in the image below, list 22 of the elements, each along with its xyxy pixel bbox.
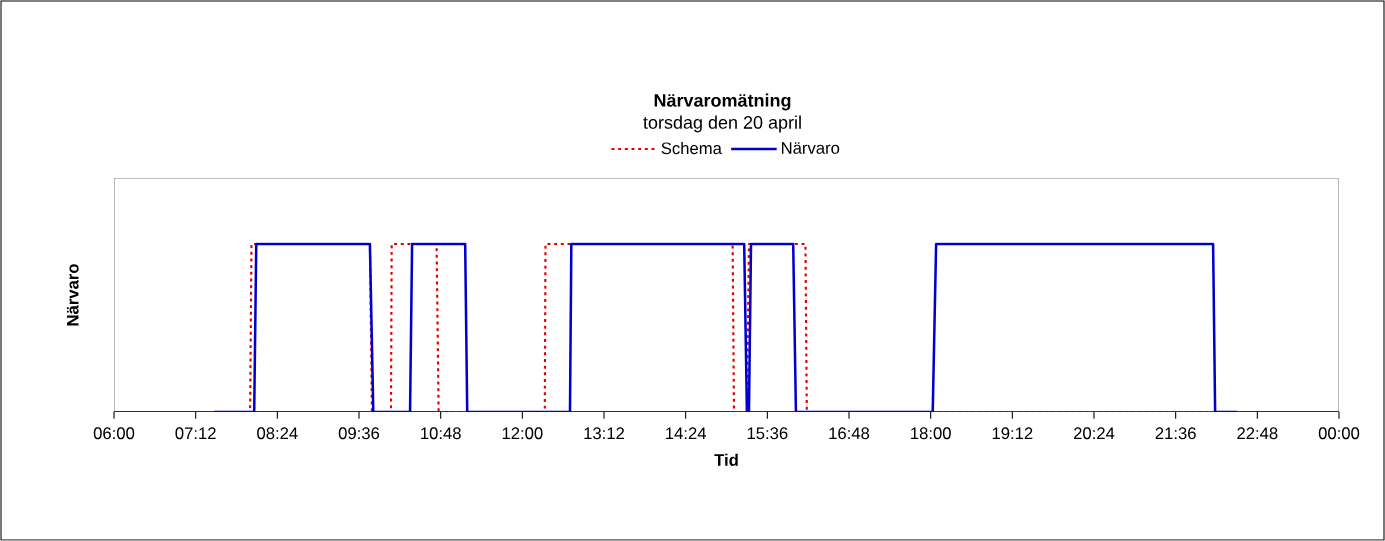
y-axis-title: Närvaro xyxy=(66,264,79,326)
chart-title: Närvaromätning xyxy=(654,93,791,111)
chart-subtitle: torsdag den 20 april xyxy=(643,115,801,133)
x-tick-label: 06:00 xyxy=(93,427,135,440)
x-tick-label: 12:00 xyxy=(502,427,543,440)
x-tick-label: 22:48 xyxy=(1237,427,1278,440)
x-tick-label: 10:48 xyxy=(421,427,461,440)
x-tick-label: 20:24 xyxy=(1073,427,1115,440)
x-tick-label: 15:36 xyxy=(747,427,788,440)
x-tick-label: 00:00 xyxy=(1318,427,1360,440)
x-tick-label: 08:24 xyxy=(257,427,298,440)
x-tick-label: 21:36 xyxy=(1155,427,1196,440)
x-tick-label: 18:00 xyxy=(911,427,951,440)
x-axis-title: Tid xyxy=(714,453,738,466)
x-tick-label: 09:36 xyxy=(338,427,380,440)
x-tick-label: 16:48 xyxy=(829,427,870,440)
legend-label: Schema xyxy=(661,141,722,155)
x-tick-label: 13:12 xyxy=(584,427,625,440)
x-tick-label: 14:24 xyxy=(666,427,707,439)
x-tick-label: 07:12 xyxy=(175,427,216,440)
legend-label: Närvaro xyxy=(781,142,840,154)
x-tick-label: 19:12 xyxy=(992,427,1033,440)
